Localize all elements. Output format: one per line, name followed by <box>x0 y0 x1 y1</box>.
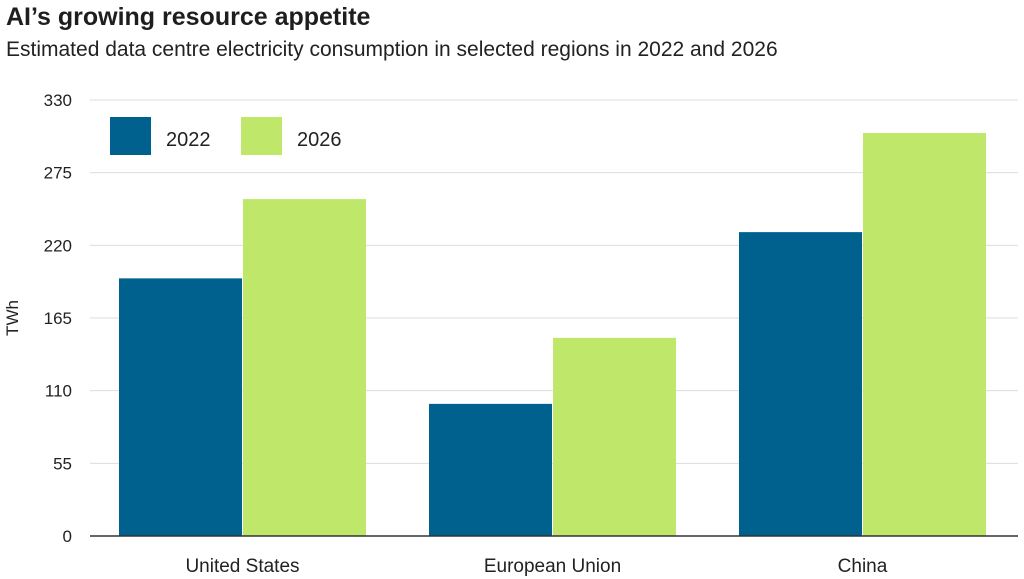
legend: 2022 2026 <box>110 117 342 155</box>
bar-2022-united-states <box>119 278 242 536</box>
y-tick-label: 0 <box>63 527 72 546</box>
y-tick-label: 165 <box>44 309 72 328</box>
bars <box>119 133 986 536</box>
legend-label-2026: 2026 <box>297 129 342 151</box>
y-tick-label: 55 <box>53 454 72 473</box>
chart-title: AI’s growing resource appetite <box>6 3 371 31</box>
legend-label-2022: 2022 <box>166 129 211 151</box>
x-tick-label: European Union <box>484 556 621 577</box>
legend-swatch-2022 <box>110 117 151 155</box>
bar-2026-european-union <box>553 337 676 536</box>
bar-2022-china <box>739 232 862 536</box>
y-tick-label: 275 <box>44 164 72 183</box>
y-tick-label: 330 <box>44 91 72 110</box>
x-tick-label: United States <box>185 556 299 577</box>
bar-2022-european-union <box>429 403 552 536</box>
x-tick-label: China <box>838 556 888 577</box>
y-tick-label: 220 <box>44 236 72 255</box>
y-tick-labels: 0 55 110 165 220 275 330 <box>44 91 72 546</box>
y-axis-label: TWh <box>3 300 22 336</box>
bar-2026-united-states <box>243 199 366 536</box>
legend-swatch-2026 <box>241 117 282 155</box>
x-tick-labels: United States European Union China <box>185 556 887 577</box>
chart-subtitle: Estimated data centre electricity consum… <box>6 38 778 61</box>
bar-2026-china <box>863 133 986 536</box>
y-tick-label: 110 <box>45 382 72 401</box>
